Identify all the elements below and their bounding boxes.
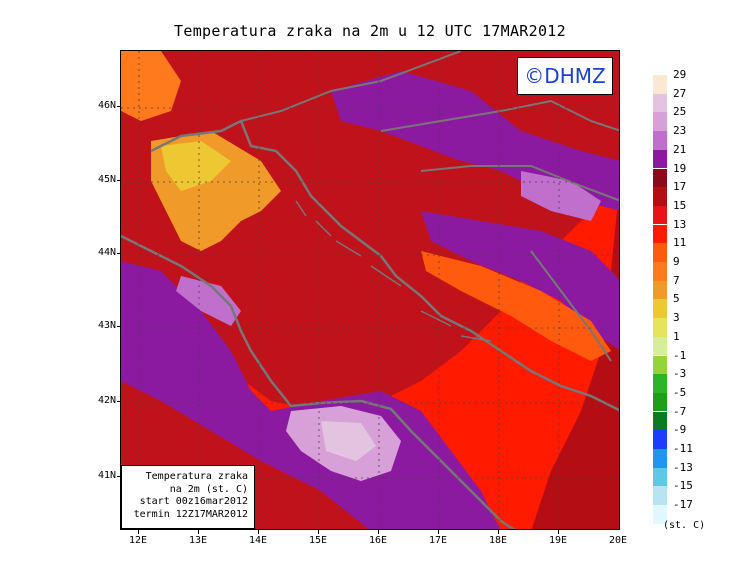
legend-swatch xyxy=(653,224,667,244)
lat-label-42n: 42N xyxy=(97,395,122,406)
lon-tick xyxy=(378,530,379,534)
legend-label: -3 xyxy=(673,367,687,381)
temperature-map: ©DHMZ Temperatura zraka na 2m (st. C) st… xyxy=(120,50,620,530)
gargano-core-field xyxy=(321,421,376,461)
legend-label: 1 xyxy=(673,329,680,343)
legend-label: -13 xyxy=(673,460,693,474)
lon-label-18e: 18E xyxy=(488,535,508,546)
graticule xyxy=(121,51,619,529)
legend-swatch xyxy=(653,430,667,449)
temperature-field xyxy=(121,51,619,529)
purple-italy-field xyxy=(121,261,500,529)
lon-label-19e: 19E xyxy=(548,535,568,546)
purple-north-field xyxy=(331,71,619,211)
legend-label: 19 xyxy=(673,161,687,175)
legend-label: -7 xyxy=(673,404,687,418)
border-inland xyxy=(240,51,619,362)
legend-label: 11 xyxy=(673,236,687,250)
info-line-1: Temperatura zraka xyxy=(145,471,248,482)
legend-swatch xyxy=(653,411,667,431)
lat-label-44n: 44N xyxy=(97,247,122,258)
map-title: Temperatura zraka na 2m u 12 UTC 17MAR20… xyxy=(174,22,566,40)
legend-swatch xyxy=(653,299,667,318)
lon-tick xyxy=(558,530,559,534)
lon-tick xyxy=(138,530,139,534)
legend-swatch xyxy=(653,131,667,150)
lon-tick xyxy=(318,530,319,534)
info-line-2: na 2m (st. C) xyxy=(169,483,248,495)
lon-tick xyxy=(438,530,439,534)
legend-label: 17 xyxy=(673,180,687,194)
info-line-3: start 00z16mar2012 xyxy=(139,496,248,507)
legend-label: 7 xyxy=(673,273,680,287)
legend-swatch xyxy=(653,187,667,206)
legend-swatch xyxy=(653,467,667,487)
legend-swatch xyxy=(653,486,667,505)
orange-west-field xyxy=(121,51,181,121)
islands xyxy=(295,200,492,342)
dhmz-logo: ©DHMZ xyxy=(517,57,613,95)
legend-label: -5 xyxy=(673,385,687,399)
legend-label: 13 xyxy=(673,217,687,231)
lat-label-43n: 43N xyxy=(97,320,122,331)
legend-label: 25 xyxy=(673,105,687,119)
legend-label: 15 xyxy=(673,198,687,212)
legend-swatch xyxy=(653,374,667,393)
lon-label-14e: 14E xyxy=(248,535,268,546)
orange-inland-field xyxy=(421,251,611,361)
lon-label-15e: 15E xyxy=(308,535,328,546)
light-purple-east-field xyxy=(521,171,601,221)
legend-swatch xyxy=(653,93,667,113)
legend-swatch xyxy=(653,392,667,412)
lon-tick xyxy=(498,530,499,534)
legend-swatch xyxy=(653,243,667,262)
light-purple-italy-field xyxy=(176,276,241,326)
legend-label: 3 xyxy=(673,311,680,325)
info-line-4: termin 12Z17MAR2012 xyxy=(133,508,248,520)
legend-units: (st. C) xyxy=(663,520,706,531)
lat-label-45n: 45N xyxy=(97,174,122,185)
legend-swatch xyxy=(653,280,667,300)
lon-label-17e: 17E xyxy=(428,535,448,546)
lat-label-41n: 41N xyxy=(97,470,122,481)
legend-swatch xyxy=(653,318,667,337)
legend-swatch xyxy=(653,262,667,281)
lat-label-46n: 46N xyxy=(97,100,122,111)
coastline-italy xyxy=(121,234,516,529)
lon-label-16e: 16E xyxy=(368,535,388,546)
legend-swatch xyxy=(653,75,667,94)
legend-label: 9 xyxy=(673,255,680,268)
legend-swatch xyxy=(653,168,667,188)
legend-label: 29 xyxy=(673,68,687,81)
lon-tick xyxy=(258,530,259,534)
legend-label: 5 xyxy=(673,292,680,306)
coastline-croatia xyxy=(150,119,619,412)
legend-label: -1 xyxy=(673,348,687,362)
info-box: Temperatura zraka na 2m (st. C) start 00… xyxy=(121,465,255,529)
purple-east-field xyxy=(421,211,619,350)
legend-label: -9 xyxy=(673,423,687,437)
legend-label: 27 xyxy=(673,86,687,100)
legend-swatch xyxy=(653,336,667,356)
legend-label: 23 xyxy=(673,124,687,138)
legend-label: -15 xyxy=(673,479,693,493)
lon-tick xyxy=(198,530,199,534)
lon-label-12e: 12E xyxy=(128,535,148,546)
legend-swatch xyxy=(653,355,667,375)
legend-swatch xyxy=(653,112,667,131)
lon-label-13e: 13E xyxy=(188,535,208,546)
legend-swatch xyxy=(653,449,667,468)
legend-label: 21 xyxy=(673,142,687,156)
lon-label-20e: 20E xyxy=(608,535,628,546)
legend-swatch xyxy=(653,505,667,524)
legend-label: -17 xyxy=(673,498,693,512)
legend-swatch xyxy=(653,205,667,225)
legend-swatch xyxy=(653,149,667,169)
east-land-field xyxy=(531,191,619,529)
legend-label: -11 xyxy=(673,442,693,455)
yellow-north-field xyxy=(161,141,231,191)
